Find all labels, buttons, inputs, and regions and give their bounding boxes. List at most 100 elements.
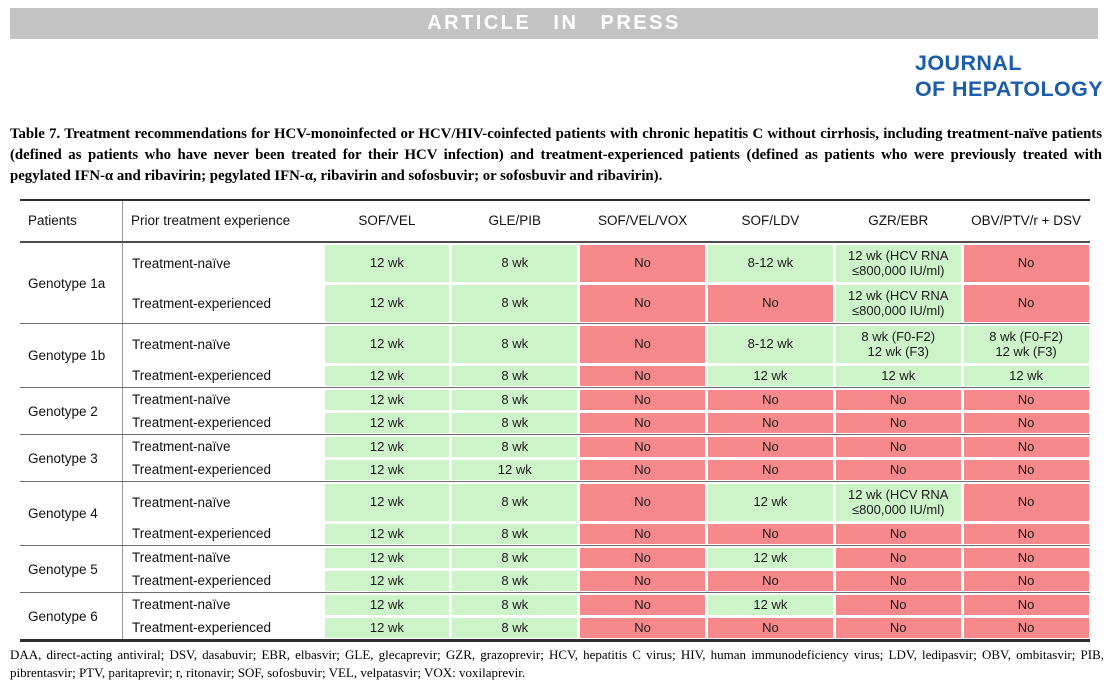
recommendation-cell: 12 wk bbox=[324, 436, 450, 457]
recommendation-cell: 8-12 wk bbox=[708, 325, 833, 363]
article-in-press-banner: ARTICLE IN PRESS bbox=[10, 8, 1098, 39]
recommendation-cell: 8 wk bbox=[452, 284, 578, 322]
recommendation-cell: 12 wk bbox=[324, 244, 450, 282]
column-header: Patients bbox=[20, 201, 123, 241]
recommendation-cell: No bbox=[963, 412, 1089, 433]
recommendation-cell: No bbox=[708, 459, 833, 480]
genotype-group: Genotype 1a Treatment-naïve 12 wk 8 wk No 8-1… bbox=[20, 243, 1090, 323]
recommendation-cell: 8 wk bbox=[452, 594, 578, 615]
recommendation-cell: No bbox=[580, 244, 705, 282]
recommendation-cell: 8 wk bbox=[452, 617, 578, 638]
recommendation-cell: No bbox=[835, 436, 961, 457]
column-header: SOF/VEL bbox=[358, 213, 416, 229]
experience-label: Treatment-experienced bbox=[132, 573, 272, 588]
recommendation-cell: No bbox=[580, 523, 705, 544]
recommendation-cell: 12 wk bbox=[708, 483, 833, 521]
genotype-group: Genotype 1b Treatment-naïve 12 wk 8 wk No 8-1… bbox=[20, 323, 1090, 387]
experience-label: Treatment-experienced bbox=[132, 620, 272, 635]
recommendation-cell: No bbox=[963, 483, 1089, 521]
recommendation-cell: 8 wk bbox=[452, 547, 578, 568]
recommendation-cell: 8 wk bbox=[452, 325, 578, 363]
recommendation-cell: No bbox=[580, 594, 705, 615]
table-caption: Table 7. Treatment recommendations for H… bbox=[10, 124, 1102, 187]
patients-label: Genotype 1a bbox=[20, 243, 123, 323]
recommendation-cell: No bbox=[963, 244, 1089, 282]
column-header: SOF/VEL/VOX bbox=[597, 213, 688, 229]
experience-label: Treatment-experienced bbox=[132, 368, 272, 383]
recommendation-cell: 8 wk (F0-F2) 12 wk (F3) bbox=[835, 325, 961, 363]
recommendation-cell: No bbox=[708, 284, 833, 322]
recommendation-cell: No bbox=[963, 570, 1089, 591]
recommendation-cell: 12 wk bbox=[963, 365, 1089, 386]
recommendation-cell: No bbox=[580, 284, 705, 322]
patients-label: Genotype 6 bbox=[20, 593, 123, 639]
recommendation-cell: 8 wk (F0-F2) 12 wk (F3) bbox=[963, 325, 1089, 363]
recommendation-cell: 12 wk bbox=[324, 547, 450, 568]
recommendation-cell: No bbox=[963, 436, 1089, 457]
recommendation-cell: 8 wk bbox=[452, 365, 578, 386]
experience-label: Treatment-naïve bbox=[132, 336, 231, 352]
recommendation-cell: No bbox=[580, 570, 705, 591]
recommendation-cell: 12 wk bbox=[324, 570, 450, 591]
recommendation-cell: 12 wk bbox=[835, 365, 961, 386]
recommendation-cell: No bbox=[835, 412, 961, 433]
genotype-group: Genotype 3 Treatment-naïve 12 wk 8 wk No No No… bbox=[20, 434, 1090, 481]
recommendation-cell: No bbox=[580, 412, 705, 433]
genotype-group: Genotype 2 Treatment-naïve 12 wk 8 wk No No No… bbox=[20, 387, 1090, 434]
experience-label: Treatment-experienced bbox=[132, 526, 272, 541]
experience-label: Treatment-naïve bbox=[132, 392, 231, 407]
experience-label: Treatment-naïve bbox=[132, 494, 231, 510]
experience-label: Treatment-naïve bbox=[132, 439, 231, 454]
genotype-group: Genotype 6 Treatment-naïve 12 wk 8 wk No 12 w… bbox=[20, 592, 1090, 639]
recommendation-cell: 12 wk bbox=[324, 365, 450, 386]
genotype-group: Genotype 4 Treatment-naïve 12 wk 8 wk No 12 w… bbox=[20, 481, 1090, 545]
table-header-row: Patients Prior treatment experience SOF/VE… bbox=[20, 199, 1090, 243]
column-header: GLE/PIB bbox=[488, 213, 541, 229]
recommendation-cell: 12 wk bbox=[324, 617, 450, 638]
recommendation-cell: 12 wk (HCV RNA ≤800,000 IU/ml) bbox=[835, 483, 961, 521]
recommendation-cell: No bbox=[580, 389, 705, 410]
experience-label: Treatment-naïve bbox=[132, 255, 231, 271]
recommendation-cell: No bbox=[963, 547, 1089, 568]
recommendation-cell: 8 wk bbox=[452, 483, 578, 521]
recommendation-cell: 8 wk bbox=[452, 412, 578, 433]
recommendation-cell: No bbox=[963, 459, 1089, 480]
recommendation-cell: No bbox=[963, 617, 1089, 638]
recommendation-cell: 12 wk bbox=[452, 459, 578, 480]
recommendation-cell: 12 wk bbox=[708, 547, 833, 568]
column-header: SOF/LDV bbox=[741, 213, 800, 229]
recommendation-cell: 12 wk bbox=[708, 365, 833, 386]
recommendation-cell: No bbox=[835, 617, 961, 638]
recommendation-cell: 8 wk bbox=[452, 570, 578, 591]
recommendation-cell: No bbox=[835, 389, 961, 410]
column-header: OBV/PTV/r + DSV bbox=[971, 213, 1082, 229]
recommendation-cell: No bbox=[963, 389, 1089, 410]
recommendation-cell: 12 wk bbox=[324, 523, 450, 544]
recommendation-cell: 12 wk bbox=[708, 594, 833, 615]
recommendation-cell: No bbox=[580, 436, 705, 457]
recommendation-cell: 8 wk bbox=[452, 436, 578, 457]
patients-label: Genotype 2 bbox=[20, 388, 123, 434]
abbreviations-footnote: DAA, direct-acting antiviral; DSV, dasab… bbox=[10, 647, 1104, 680]
recommendation-cell: No bbox=[708, 523, 833, 544]
patients-label: Genotype 3 bbox=[20, 435, 123, 481]
experience-label: Treatment-naïve bbox=[132, 597, 231, 612]
recommendation-cell: 12 wk bbox=[324, 389, 450, 410]
recommendation-cell: 8 wk bbox=[452, 523, 578, 544]
table-caption-text: . Treatment recommendations for HCV-mono… bbox=[10, 126, 1102, 184]
recommendation-cell: No bbox=[580, 325, 705, 363]
recommendation-cell: 12 wk (HCV RNA ≤800,000 IU/ml) bbox=[835, 244, 961, 282]
recommendation-cell: 12 wk bbox=[324, 412, 450, 433]
recommendation-cell: No bbox=[580, 365, 705, 386]
treatment-recommendations-table: Patients Prior treatment experience SOF/VE… bbox=[20, 199, 1090, 642]
recommendation-cell: No bbox=[963, 523, 1089, 544]
experience-label: Treatment-experienced bbox=[132, 415, 272, 430]
recommendation-cell: 12 wk bbox=[324, 459, 450, 480]
journal-name-line1: JOURNAL bbox=[915, 51, 1022, 75]
recommendation-cell: No bbox=[963, 594, 1089, 615]
patients-label: Genotype 5 bbox=[20, 546, 123, 592]
recommendation-cell: No bbox=[835, 459, 961, 480]
recommendation-cell: No bbox=[835, 547, 961, 568]
recommendation-cell: No bbox=[835, 523, 961, 544]
